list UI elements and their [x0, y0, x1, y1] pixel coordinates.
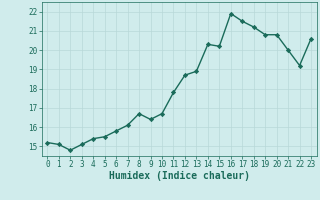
- X-axis label: Humidex (Indice chaleur): Humidex (Indice chaleur): [109, 171, 250, 181]
